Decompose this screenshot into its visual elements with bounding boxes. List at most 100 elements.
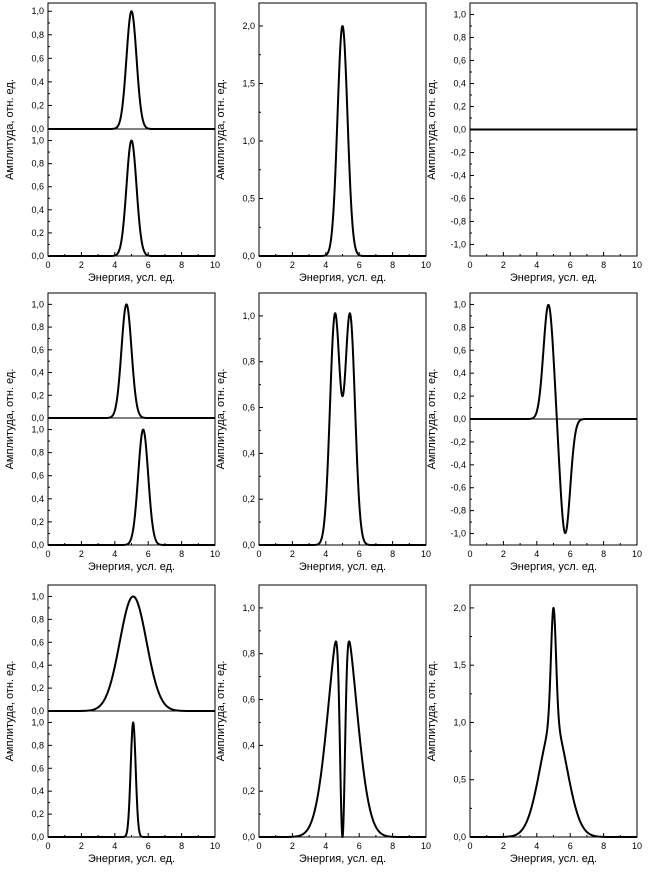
- x-axis-label: Энергия, усл. ед.: [510, 272, 597, 284]
- x-tick-label: 6: [568, 260, 573, 270]
- y-tick-label: 1,0: [453, 10, 466, 20]
- y-tick-label: 0,8: [31, 30, 44, 40]
- y-tick-label: 0,8: [453, 33, 466, 43]
- y-tick-label: 2,0: [453, 603, 466, 613]
- y-tick-label: 1,5: [242, 79, 255, 89]
- x-axis-label: Энергия, усл. ед.: [88, 853, 175, 865]
- x-tick-label: 6: [357, 260, 362, 270]
- x-tick-label: 4: [112, 260, 117, 270]
- x-tick-label: 8: [179, 841, 184, 851]
- x-axis-label: Энергия, усл. ед.: [299, 853, 386, 865]
- x-tick-label: 8: [390, 260, 395, 270]
- x-tick-label: 0: [45, 841, 50, 851]
- y-tick-label: 0,8: [31, 159, 44, 169]
- y-tick-label: 0,6: [31, 637, 44, 647]
- series-line: [47, 428, 216, 546]
- y-tick-label: 0,4: [453, 368, 466, 378]
- y-tick-label: 0,6: [31, 345, 44, 355]
- y-tick-label: 0,8: [31, 740, 44, 750]
- x-tick-label: 10: [421, 260, 431, 270]
- y-tick-label: 0,0: [453, 414, 466, 424]
- x-tick-label: 10: [421, 549, 431, 559]
- x-axis-label: Энергия, усл. ед.: [510, 561, 597, 573]
- y-tick-label: -1,0: [450, 529, 466, 539]
- y-tick-label: 0,0: [242, 540, 255, 550]
- y-tick-label: 0,4: [31, 786, 44, 796]
- x-tick-label: 6: [146, 841, 151, 851]
- x-tick-label: 0: [256, 549, 261, 559]
- x-tick-label: 4: [112, 841, 117, 851]
- x-tick-label: 6: [568, 549, 573, 559]
- panel-1: 0,0 0,5 1,0 1,5 2,0: [453, 603, 638, 842]
- panel-2: 0,0 0,2 0,4 0,6 0,8 1,0: [31, 417, 216, 550]
- chart-r2c1: 0,0 0,2 0,4 0,6 0,8 1,0 0,0 0,2 0,4 0,6 0,8 1,0 0 2 4 6…: [4, 292, 220, 573]
- y-axis-label: Амплитуда, отн. ед.: [4, 79, 16, 180]
- y-tick-label: 1,0: [242, 136, 255, 146]
- panel-1: -1,0 -0,8 -0,6 -0,4 -0,2 0,0 0,2 0,4 0,6 0,8 1,0: [450, 292, 638, 539]
- chart-r2c2: 0,0 0,2 0,4 0,6 0,8 1,0 0 2 4 6 8 10 Энергия, усл. е…: [215, 292, 431, 573]
- y-tick-label: 1,0: [31, 717, 44, 727]
- x-tick-label: 2: [290, 260, 295, 270]
- series-line: [47, 10, 216, 130]
- y-axis-label: Амплитуда, отн. ед.: [215, 79, 227, 180]
- y-tick-label: 0,6: [31, 763, 44, 773]
- x-tick-label: 8: [390, 549, 395, 559]
- x-tick-label: 2: [290, 549, 295, 559]
- x-tick-label: 0: [467, 549, 472, 559]
- series-line: [258, 640, 427, 838]
- y-tick-label: 1,0: [31, 425, 44, 435]
- x-tick-label: 4: [534, 549, 539, 559]
- y-tick-label: 1,0: [453, 717, 466, 727]
- y-axis-label: Амплитуда, отн. ед.: [215, 369, 227, 470]
- y-tick-label: 0,2: [31, 390, 44, 400]
- y-tick-label: 0,4: [31, 660, 44, 670]
- x-tick-label: 4: [323, 260, 328, 270]
- y-axis-label: Амплитуда, отн. ед.: [215, 661, 227, 762]
- y-tick-label: 0,6: [453, 345, 466, 355]
- y-tick-label: -0,4: [450, 171, 466, 181]
- x-tick-label: 2: [501, 260, 506, 270]
- plot-frame: [258, 2, 427, 257]
- series-line: [47, 721, 216, 838]
- x-tick-label: 10: [632, 260, 642, 270]
- x-tick-label: 10: [210, 260, 220, 270]
- chart-r3c2: 0,0 0,2 0,4 0,6 0,8 1,0 0 2 4 6 8 10 Энергия, усл. е…: [215, 584, 431, 865]
- series-line: [47, 139, 216, 257]
- y-tick-label: 1,5: [453, 660, 466, 670]
- x-tick-label: 2: [501, 549, 506, 559]
- y-tick-label: 0,2: [453, 391, 466, 401]
- series-line: [469, 606, 638, 838]
- x-tick-label: 6: [357, 841, 362, 851]
- y-tick-label: 0,4: [31, 77, 44, 87]
- x-tick-label: 0: [467, 260, 472, 270]
- panel-2: 0,0 0,2 0,4 0,6 0,8 1,0: [31, 128, 216, 261]
- series-line: [469, 303, 638, 535]
- x-tick-label: 0: [256, 260, 261, 270]
- chart-r3c3: 0,0 0,5 1,0 1,5 2,0 0 2 4 6 8 10 Энергия, усл. ед. А…: [426, 584, 642, 865]
- panel-1: 0,0 0,5 1,0 1,5 2,0: [242, 21, 427, 261]
- y-axis-label: Амплитуда, отн. ед.: [426, 79, 438, 180]
- y-axis-label: Амплитуда, отн. ед.: [4, 369, 16, 470]
- y-tick-label: 0,4: [242, 448, 255, 458]
- y-tick-label: 0,8: [31, 614, 44, 624]
- y-tick-label: 0,0: [31, 706, 44, 716]
- y-tick-label: 1,0: [31, 591, 44, 601]
- y-tick-label: 0,6: [31, 471, 44, 481]
- x-axis-label: Энергия, усл. ед.: [299, 272, 386, 284]
- y-tick-label: 0,2: [242, 786, 255, 796]
- x-tick-label: 4: [323, 549, 328, 559]
- y-tick-label: 0,0: [453, 125, 466, 135]
- y-tick-label: 0,6: [242, 403, 255, 413]
- panel-2: 0,0 0,2 0,4 0,6 0,8 1,0: [31, 710, 216, 842]
- y-tick-label: -0,8: [450, 506, 466, 516]
- x-tick-label: 8: [179, 260, 184, 270]
- y-tick-label: 0,8: [242, 649, 255, 659]
- y-tick-label: 0,2: [31, 100, 44, 110]
- panel-1: 0,0 0,2 0,4 0,6 0,8 1,0: [31, 6, 216, 134]
- x-tick-label: 2: [79, 841, 84, 851]
- x-tick-label: 10: [632, 841, 642, 851]
- y-tick-label: 1,0: [31, 299, 44, 309]
- y-tick-label: -0,2: [450, 148, 466, 158]
- panel-1: 0,0 0,2 0,4 0,6 0,8 1,0: [31, 292, 216, 423]
